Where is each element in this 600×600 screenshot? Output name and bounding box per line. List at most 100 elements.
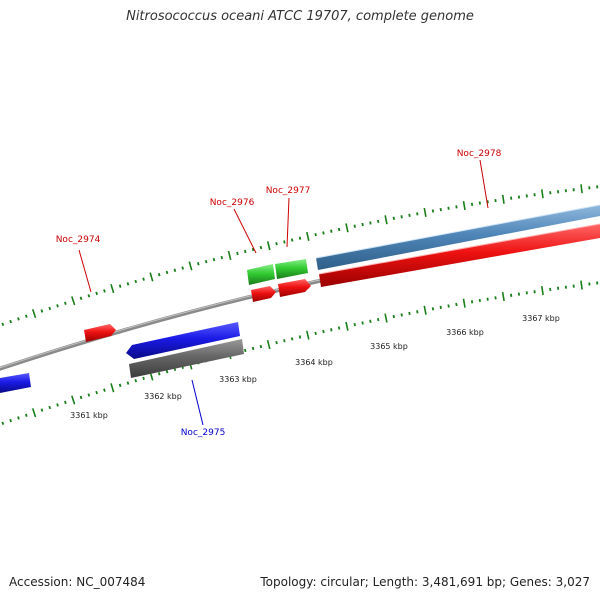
lower-major-tick <box>71 395 76 405</box>
lower-minor-tick <box>142 376 145 381</box>
upper-minor-tick <box>165 270 169 275</box>
lower-minor-tick <box>455 302 458 307</box>
upper-major-tick <box>541 189 544 199</box>
lower-minor-tick <box>330 328 333 332</box>
lower-minor-tick <box>40 408 44 412</box>
upper-major-tick <box>227 250 232 260</box>
genome-summary-text: Topology: circular; Length: 3,481,691 bp… <box>260 575 590 589</box>
feature-green-noc-2977 <box>275 259 308 279</box>
upper-minor-tick <box>314 232 317 237</box>
tick-row-lower <box>1 280 599 426</box>
upper-major-tick <box>306 231 310 241</box>
lower-minor-tick <box>165 369 169 374</box>
upper-minor-tick <box>118 284 122 288</box>
upper-minor-tick <box>259 245 263 250</box>
lower-minor-tick <box>369 319 372 323</box>
lower-minor-tick <box>103 388 106 392</box>
lower-major-tick <box>266 340 271 350</box>
lower-minor-tick <box>118 383 122 388</box>
lower-minor-tick <box>48 405 52 410</box>
scale-label-3366: 3366 kbp <box>446 328 484 337</box>
upper-major-tick <box>149 272 154 282</box>
upper-minor-tick <box>95 291 98 296</box>
upper-minor-tick <box>220 255 224 260</box>
upper-minor-tick <box>353 224 356 228</box>
lower-major-tick <box>580 280 583 290</box>
upper-minor-tick <box>510 196 513 200</box>
upper-minor-tick <box>142 277 145 281</box>
lower-major-tick <box>423 305 427 315</box>
upper-minor-tick <box>24 314 28 318</box>
upper-minor-tick <box>478 201 481 205</box>
upper-minor-tick <box>361 222 364 227</box>
lower-minor-tick <box>486 297 489 301</box>
scale-label-3367: 3367 kbp <box>522 314 560 323</box>
lower-minor-tick <box>79 395 83 400</box>
leader-noc-2975 <box>191 379 204 426</box>
lower-major-tick <box>384 313 388 323</box>
lower-minor-tick <box>322 329 325 334</box>
upper-minor-tick <box>400 215 403 219</box>
lower-minor-tick <box>290 337 294 341</box>
lower-minor-tick <box>95 390 98 395</box>
upper-major-tick <box>31 309 37 319</box>
upper-minor-tick <box>275 242 278 246</box>
lower-major-tick <box>110 383 115 393</box>
lower-minor-tick <box>298 335 302 339</box>
lower-minor-tick <box>259 344 263 349</box>
lower-minor-tick <box>1 421 5 426</box>
lower-minor-tick <box>510 293 513 297</box>
scale-label-3364: 3364 kbp <box>295 358 333 367</box>
upper-minor-tick <box>56 304 59 308</box>
upper-minor-tick <box>369 221 372 225</box>
leader-noc-2978 <box>479 159 489 209</box>
lower-minor-tick <box>549 287 552 292</box>
upper-minor-tick <box>157 272 161 277</box>
lower-minor-tick <box>361 321 364 325</box>
lower-minor-tick <box>275 340 278 345</box>
lower-minor-tick <box>353 322 356 327</box>
upper-minor-tick <box>431 209 435 213</box>
upper-minor-tick <box>244 249 247 254</box>
upper-major-tick <box>423 207 427 217</box>
gene-label-noc-2974: Noc_2974 <box>56 235 101 245</box>
feature-steel-long-edge <box>315 204 600 259</box>
lower-minor-tick <box>431 307 435 311</box>
scale-label-3362: 3362 kbp <box>144 392 182 401</box>
upper-minor-tick <box>251 247 255 252</box>
upper-minor-tick <box>392 216 395 220</box>
upper-major-tick <box>188 261 193 271</box>
upper-major-tick <box>71 296 76 306</box>
upper-minor-tick <box>204 259 208 264</box>
lower-minor-tick <box>134 379 138 383</box>
gene-label-noc-2975: Noc_2975 <box>181 428 226 438</box>
lower-minor-tick <box>377 318 380 322</box>
lower-minor-tick <box>478 298 481 303</box>
lower-major-tick <box>501 291 505 302</box>
lower-minor-tick <box>416 310 419 314</box>
lower-major-tick <box>541 285 544 296</box>
lower-minor-tick <box>439 305 442 310</box>
lower-minor-tick <box>400 313 403 317</box>
upper-minor-tick <box>197 262 200 266</box>
upper-minor-tick <box>470 202 474 206</box>
scale-label-3363: 3363 kbp <box>219 375 257 384</box>
lower-minor-tick <box>517 292 521 296</box>
feature-steel-long <box>316 205 600 270</box>
lower-major-tick <box>462 298 466 308</box>
lower-minor-tick <box>56 403 59 407</box>
upper-minor-tick <box>290 238 294 242</box>
gene-label-noc-2976: Noc_2976 <box>210 198 255 208</box>
upper-minor-tick <box>173 268 177 272</box>
upper-minor-tick <box>181 266 184 270</box>
upper-major-tick <box>384 215 388 225</box>
upper-minor-tick <box>416 212 419 216</box>
feature-blue-left <box>0 373 31 393</box>
lower-minor-tick <box>126 381 130 385</box>
leader-noc-2977 <box>286 197 290 248</box>
upper-minor-tick <box>126 282 130 286</box>
feature-blue-noc-2975 <box>126 322 240 359</box>
upper-minor-tick <box>64 301 67 305</box>
scale-label-3365: 3365 kbp <box>370 342 408 351</box>
